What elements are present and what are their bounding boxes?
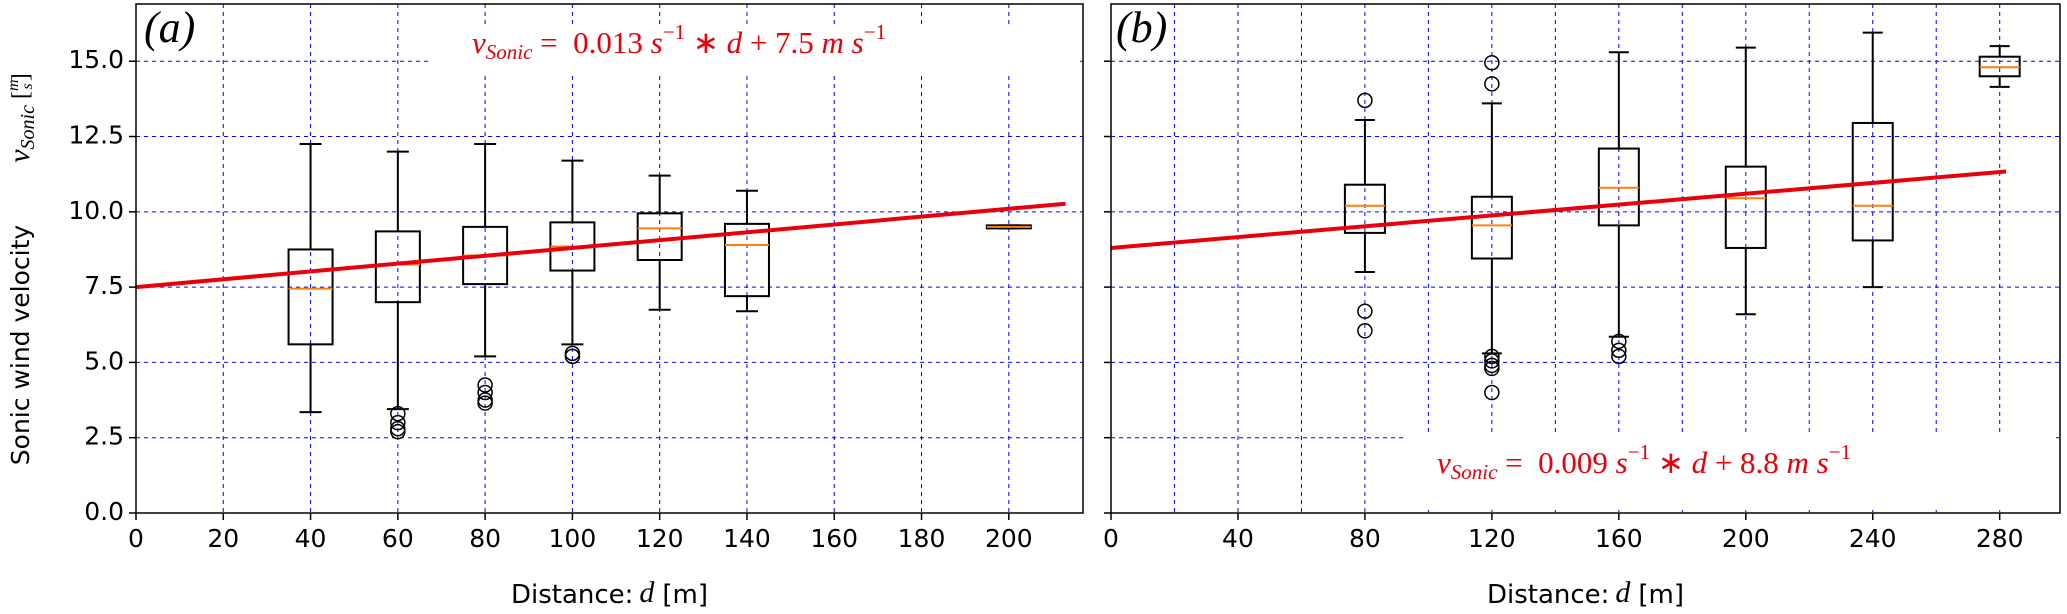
equation-part: + 8.8 xyxy=(1707,445,1786,480)
x-tick-label: 140 xyxy=(723,524,771,553)
axes-frame xyxy=(1110,3,2061,514)
unit-den: s xyxy=(19,83,36,89)
equation-part: s xyxy=(1616,445,1628,480)
equation-part: d xyxy=(727,25,743,60)
annotation-background xyxy=(1404,432,2056,510)
outlier xyxy=(564,348,581,365)
fit-line xyxy=(135,201,1066,290)
outlier xyxy=(477,377,493,393)
equation-part: Sonic xyxy=(486,40,533,64)
outlier xyxy=(390,405,406,422)
bracket-open: [ xyxy=(8,91,34,99)
equation-part: m s xyxy=(1787,445,1829,480)
x-axis-label: Distance: d [m] xyxy=(511,576,708,610)
x-tick-label: 20 xyxy=(207,524,239,553)
x-tick-label: 0 xyxy=(1103,524,1119,553)
equation-part: −1 xyxy=(663,20,685,44)
outlier xyxy=(1357,323,1373,339)
equation-part: = 0.013 xyxy=(532,25,650,60)
box xyxy=(287,248,334,346)
equation-part: v xyxy=(472,25,486,60)
outlier xyxy=(1484,76,1500,92)
y-tick-label: 5.0 xyxy=(84,346,124,375)
x-tick-label: 180 xyxy=(898,524,946,553)
equation-part: −1 xyxy=(864,20,886,44)
box xyxy=(1343,183,1386,234)
x-tick-label: 40 xyxy=(295,524,327,553)
y-tick-label: 2.5 xyxy=(84,422,124,451)
box xyxy=(723,222,770,298)
equation-part: m s xyxy=(822,25,864,60)
equation-part: = 0.009 xyxy=(1497,445,1615,480)
x-tick-label: 120 xyxy=(636,524,684,553)
x-tick-label: 40 xyxy=(1222,524,1254,553)
x-tick-label: 240 xyxy=(1849,524,1897,553)
outlier xyxy=(390,414,406,431)
y-tick-label: 0.0 xyxy=(84,497,124,526)
x-label-unit: [m] xyxy=(1638,580,1684,610)
x-label-var: d xyxy=(1615,576,1631,609)
outlier xyxy=(477,395,493,411)
bracket-close: ] xyxy=(8,73,34,81)
box xyxy=(1724,165,1767,249)
outlier xyxy=(390,423,406,440)
y-axis-label: Sonic wind velocity xyxy=(6,225,35,466)
fit-equation: vSonic = 0.009 s−1 ∗ d + 8.8 m s−1 xyxy=(1437,440,1851,484)
x-label-text: Distance: xyxy=(511,580,633,610)
annotation-background xyxy=(428,26,1080,72)
panel-label: (b) xyxy=(1116,3,1167,52)
unit-num: m xyxy=(5,79,22,91)
fit-equation: vSonic = 0.013 s−1 ∗ d + 7.5 m s−1 xyxy=(472,20,886,64)
outlier xyxy=(1611,348,1627,365)
outlier xyxy=(1484,384,1500,401)
fit-line xyxy=(1110,169,2007,250)
axes-frame xyxy=(135,3,1084,514)
equation-part: d xyxy=(1692,445,1708,480)
equation-part: ∗ xyxy=(1650,445,1691,480)
x-tick-label: 80 xyxy=(1349,524,1381,553)
x-tick-label: 60 xyxy=(382,524,414,553)
x-tick-label: 280 xyxy=(1976,524,2024,553)
outlier xyxy=(1484,348,1500,365)
equation-part: s xyxy=(651,25,663,60)
outlier xyxy=(1357,92,1373,109)
outlier xyxy=(1611,333,1627,350)
y-tick-label: 12.5 xyxy=(68,121,124,150)
x-tick-label: 160 xyxy=(1595,524,1643,553)
equation-part: ∗ xyxy=(685,25,726,60)
equation-part: + 7.5 xyxy=(742,25,821,60)
outlier xyxy=(1484,54,1500,71)
panel-label: (a) xyxy=(144,3,195,52)
plot-area xyxy=(136,4,1083,513)
x-axis-label: Distance: d [m] xyxy=(1487,576,1684,610)
box xyxy=(1470,195,1513,260)
symbol-sub: Sonic xyxy=(17,105,39,150)
outlier xyxy=(1357,303,1373,319)
y-tick-label: 7.5 xyxy=(84,271,124,300)
outlier xyxy=(477,384,493,401)
x-tick-label: 120 xyxy=(1468,524,1516,553)
y-axis-symbol: vSonic [ms] xyxy=(3,73,39,163)
outlier xyxy=(1484,360,1500,377)
outlier xyxy=(1484,353,1500,369)
x-label-unit: [m] xyxy=(662,580,708,610)
x-tick-label: 200 xyxy=(985,524,1033,553)
equation-part: −1 xyxy=(1628,440,1650,464)
x-tick-label: 100 xyxy=(549,524,597,553)
x-tick-label: 80 xyxy=(469,524,501,553)
x-tick-label: 0 xyxy=(128,524,144,553)
y-tick-label: 10.0 xyxy=(68,196,124,225)
symbol-v: v xyxy=(3,149,36,163)
equation-part: Sonic xyxy=(1451,460,1498,484)
x-tick-label: 200 xyxy=(1722,524,1770,553)
x-label-text: Distance: xyxy=(1487,580,1609,610)
x-tick-label: 160 xyxy=(810,524,858,553)
outlier xyxy=(1611,342,1627,359)
equation-part: −1 xyxy=(1829,440,1851,464)
equation-part: v xyxy=(1437,445,1451,480)
y-tick-label: 15.0 xyxy=(68,45,124,74)
plot-area xyxy=(1111,4,2060,513)
x-label-var: d xyxy=(639,576,655,609)
